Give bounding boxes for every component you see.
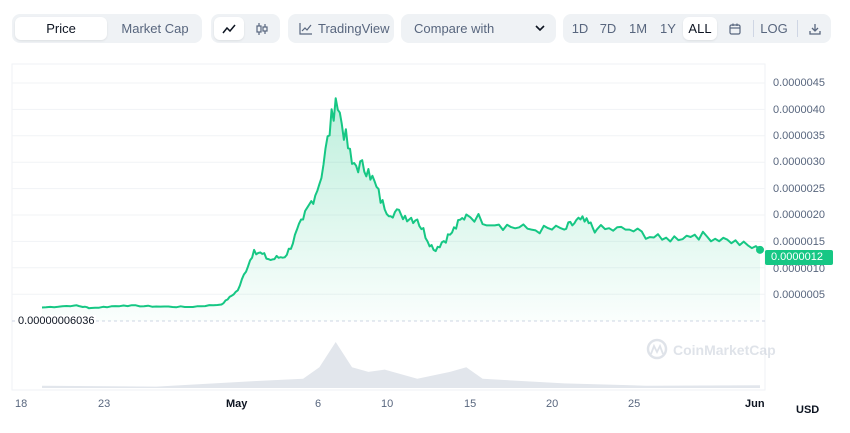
low-price-label: 0.00000006036 [16, 315, 97, 327]
line-chart-button[interactable] [214, 17, 244, 40]
y-tick-label: 0.0000020 [773, 209, 825, 221]
x-tick-label: 23 [98, 398, 111, 410]
current-price-badge: 0.0000012 [765, 250, 833, 265]
chart-type-toggle [211, 14, 280, 43]
range-1m[interactable]: 1M [628, 21, 648, 36]
separator [797, 20, 798, 37]
range-selector: 1D 7D 1M 1Y ALL LOG [563, 14, 831, 43]
download-icon [809, 23, 821, 35]
compare-dropdown[interactable]: Compare with [401, 14, 556, 43]
x-tick-label: 15 [464, 398, 477, 410]
currency-label: USD [796, 404, 820, 416]
x-tick-label: Jun [745, 398, 765, 410]
y-tick-label: 0.0000030 [773, 156, 825, 168]
y-tick-label: 0.0000005 [773, 289, 825, 301]
download-button[interactable] [803, 17, 827, 40]
y-tick-label: 0.0000040 [773, 104, 825, 116]
x-tick-label: 20 [546, 398, 559, 410]
candlestick-button[interactable] [247, 17, 277, 40]
y-tick-label: 0.0000015 [773, 236, 825, 248]
tradingview-label: TradingView [318, 21, 390, 36]
x-tick-label: 18 [15, 398, 28, 410]
x-tick-label: 6 [315, 398, 322, 410]
range-7d[interactable]: 7D [599, 21, 617, 36]
range-all[interactable]: ALL [683, 17, 717, 40]
y-tick-label: 0.0000045 [773, 77, 825, 89]
volume-area [42, 342, 760, 388]
volume-bars [42, 342, 760, 388]
separator [753, 20, 754, 37]
price-line [41, 97, 761, 310]
tab-market-cap[interactable]: Market Cap [121, 21, 189, 36]
watermark-text: CoinMarketCap [673, 342, 776, 358]
price-area-fill [42, 98, 760, 321]
chart-plot-area [11, 63, 766, 391]
range-1d[interactable]: 1D [571, 21, 589, 36]
tradingview-icon [299, 23, 312, 35]
x-tick-label: 10 [381, 398, 394, 410]
compare-label: Compare with [414, 21, 495, 36]
last-price-dot [756, 245, 764, 254]
y-tick-label: 0.0000035 [773, 130, 825, 142]
watermark: CoinMarketCap [646, 338, 776, 360]
y-tick-label: 0.0000010 [773, 263, 825, 275]
chevron-down-icon [535, 25, 545, 32]
y-tick-label: 0.0000025 [773, 183, 825, 195]
price-marketcap-toggle: Price Market Cap [12, 14, 202, 43]
tab-price[interactable]: Price [15, 17, 107, 40]
calendar-icon [729, 23, 741, 35]
range-1y[interactable]: 1Y [660, 21, 676, 36]
calendar-button[interactable] [723, 17, 747, 40]
line-chart-icon [222, 24, 236, 33]
x-tick-label: 25 [628, 398, 641, 410]
log-toggle[interactable]: LOG [760, 21, 788, 36]
tradingview-button[interactable]: TradingView [288, 14, 394, 43]
x-tick-label: May [226, 398, 248, 410]
candlestick-icon [256, 22, 268, 35]
